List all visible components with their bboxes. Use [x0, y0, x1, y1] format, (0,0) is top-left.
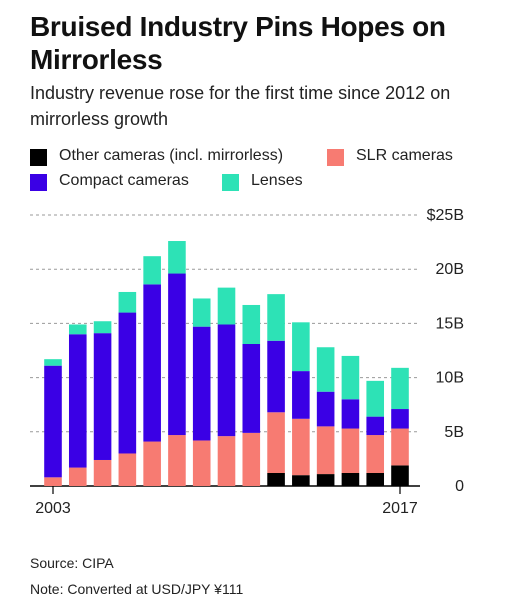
- bar-segment: [316, 474, 335, 486]
- bar-segment: [366, 472, 385, 486]
- legend-label-compact: Compact cameras: [59, 172, 189, 189]
- bar-segment: [316, 426, 335, 475]
- bar-segment: [366, 416, 385, 436]
- legend-swatch-compact: [30, 174, 47, 191]
- bar-stack-2011: [242, 304, 261, 486]
- y-tick-label: 15B: [436, 315, 464, 332]
- bar-segment: [267, 412, 285, 473]
- bar-stack-2016: [366, 380, 385, 486]
- bar-segment: [143, 256, 161, 285]
- bar-segment: [118, 453, 137, 486]
- legend-label-lenses: Lenses: [251, 172, 303, 189]
- bar-segment: [366, 380, 385, 417]
- legend-label-slr: SLR cameras: [356, 147, 453, 164]
- source-note: Source: CIPA: [30, 555, 114, 571]
- footnote: Note: Converted at USD/JPY ¥111: [30, 581, 244, 597]
- bar-segment: [217, 436, 236, 486]
- x-tick-label: 2017: [382, 500, 418, 517]
- bar-stack-2012: [267, 294, 285, 486]
- bar-segment: [341, 428, 360, 473]
- bar-stack-2003: [44, 359, 62, 486]
- bar-segment: [366, 435, 385, 473]
- bar-segment: [267, 294, 285, 341]
- bar-segment: [44, 477, 62, 486]
- y-tick-label: 5B: [444, 424, 464, 441]
- bar-segment: [44, 365, 62, 478]
- bar-segment: [341, 355, 360, 400]
- legend-swatch-lenses: [222, 174, 239, 191]
- bar-segment: [143, 284, 161, 442]
- bar-segment: [192, 326, 211, 441]
- y-tick-label: 10B: [436, 370, 464, 387]
- chart-title: Bruised Industry Pins Hopes on Mirrorles…: [30, 11, 446, 75]
- bar-segment: [292, 475, 310, 486]
- bar-stack-2007: [143, 256, 161, 486]
- bar-stack-2013: [292, 322, 310, 486]
- bar-segment: [242, 432, 261, 486]
- y-tick-label: 0: [455, 478, 464, 495]
- legend-swatch-other: [30, 149, 47, 166]
- bar-segment: [118, 312, 137, 454]
- bar-stack-2009: [192, 298, 211, 486]
- y-axis-ticks: 0 5B 10B 15B 20B $25B: [427, 207, 464, 495]
- bar-segment: [267, 340, 285, 413]
- bar-segment: [292, 371, 310, 419]
- legend-swatch-slr: [327, 149, 344, 166]
- bar-segment: [292, 418, 310, 476]
- bar-segment: [341, 399, 360, 429]
- bar-segment: [118, 291, 137, 313]
- bar-segment: [217, 324, 236, 437]
- bar-stack-2017: [391, 367, 409, 486]
- bar-segment: [93, 321, 112, 334]
- bar-stack-2014: [316, 347, 335, 486]
- bar-segment: [168, 273, 186, 436]
- legend-label-other: Other cameras (incl. mirrorless): [59, 147, 284, 164]
- chart-subtitle: Industry revenue rose for the first time…: [30, 83, 451, 129]
- chart-bars: [44, 241, 409, 486]
- bar-segment: [316, 391, 335, 427]
- bar-stack-2005: [93, 321, 112, 486]
- bar-segment: [217, 287, 236, 325]
- stacked-bar-chart: 0 5B 10B 15B 20B $25B 2003 2017: [30, 207, 464, 517]
- bar-segment: [391, 367, 409, 410]
- bar-segment: [93, 333, 112, 460]
- bar-segment: [391, 428, 409, 466]
- y-tick-label: 20B: [436, 261, 464, 278]
- bar-segment: [192, 440, 211, 486]
- bar-segment: [242, 304, 261, 344]
- bar-segment: [168, 435, 186, 486]
- bar-segment: [143, 441, 161, 486]
- bar-segment: [168, 241, 186, 274]
- bar-segment: [44, 359, 62, 366]
- bar-segment: [93, 459, 112, 486]
- bar-segment: [391, 409, 409, 429]
- y-tick-label: $25B: [427, 207, 464, 224]
- bar-stack-2015: [341, 355, 360, 486]
- bar-segment: [292, 322, 310, 372]
- x-axis-ticks: 2003 2017: [35, 486, 418, 517]
- bar-segment: [68, 467, 87, 486]
- bar-segment: [391, 465, 409, 486]
- bar-segment: [68, 334, 87, 468]
- bar-stack-2010: [217, 287, 236, 486]
- x-tick-label: 2003: [35, 500, 71, 517]
- bar-stack-2004: [68, 324, 87, 486]
- chart-legend: Other cameras (incl. mirrorless) SLR cam…: [30, 146, 500, 192]
- bar-segment: [242, 343, 261, 433]
- bar-stack-2008: [168, 241, 186, 486]
- bar-stack-2006: [118, 291, 137, 486]
- bar-segment: [341, 472, 360, 486]
- bar-segment: [68, 324, 87, 335]
- bar-segment: [192, 298, 211, 327]
- bar-segment: [316, 347, 335, 392]
- bar-segment: [267, 472, 285, 486]
